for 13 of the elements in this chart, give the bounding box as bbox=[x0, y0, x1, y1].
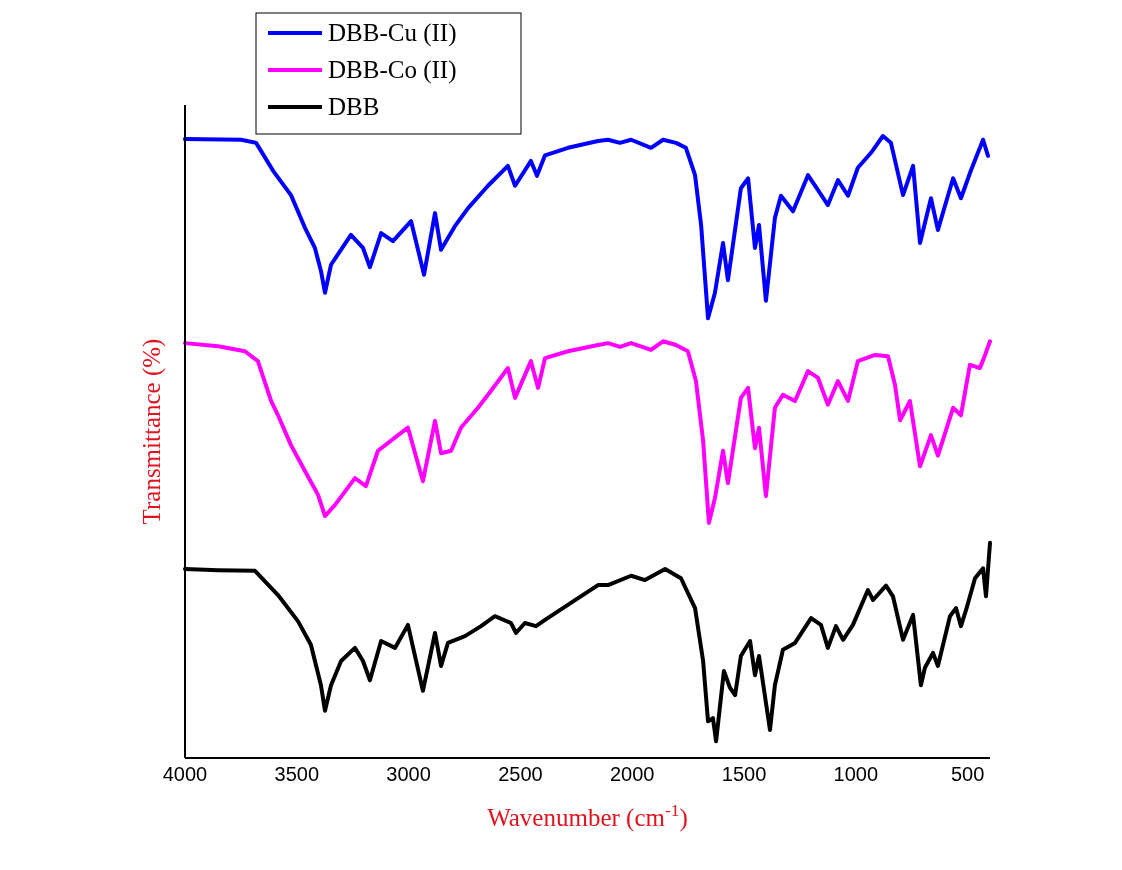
x-tick-label: 2000 bbox=[609, 763, 655, 785]
legend-label: DBB-Cu (II) bbox=[328, 19, 457, 47]
y-axis-title: Transmittance (%) bbox=[138, 338, 166, 525]
x-axis-title: Wavenumber (cm$^{-1}$) bbox=[487, 800, 688, 832]
x-tick-label: 1000 bbox=[833, 763, 879, 785]
x-tick-label: 4000 bbox=[162, 763, 208, 785]
x-tick-label: 1500 bbox=[721, 763, 767, 785]
x-tick-label: 3000 bbox=[386, 763, 431, 785]
legend-label: DBB bbox=[328, 93, 380, 120]
x-tick-label: 500 bbox=[950, 763, 985, 785]
legend-label: DBB-Co (II) bbox=[328, 56, 457, 84]
x-tick-label: 2500 bbox=[498, 763, 543, 785]
x-tick-label: 3500 bbox=[274, 763, 320, 785]
